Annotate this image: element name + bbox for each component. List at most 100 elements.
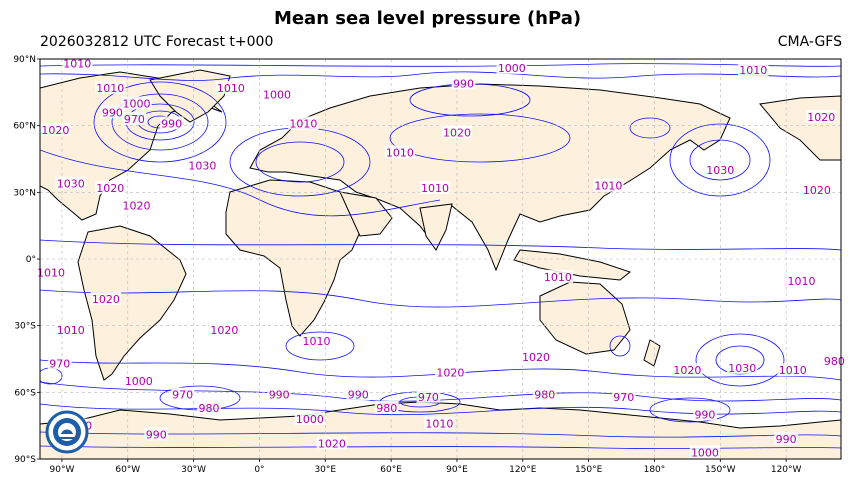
contour-label: 1020 (41, 124, 69, 137)
contour-label-background (774, 432, 799, 445)
x-tick-label: 120°W (771, 465, 802, 475)
contour-label: 1010 (289, 117, 317, 130)
contour-label-background (55, 176, 86, 190)
south-america-land (77, 225, 187, 381)
contour-label-background (47, 356, 72, 370)
contour-label-background (416, 389, 441, 403)
contour-label-background (40, 123, 71, 137)
contour-label: 1020 (318, 437, 346, 450)
contour-label-background (95, 80, 126, 94)
indonesia-land (513, 249, 632, 281)
y-tick-label: 0° (26, 255, 36, 265)
contour-label: 1020 (673, 364, 701, 377)
contour-label-background (294, 412, 326, 425)
contour-label: 990 (776, 433, 797, 446)
eurasia-land (249, 83, 731, 272)
australia-land (539, 281, 631, 355)
contour-label-background (435, 365, 466, 379)
contour-label-background (316, 436, 348, 450)
contour-label-background (593, 178, 624, 192)
contour-label: 980 (534, 389, 555, 402)
x-tick-label: 30°W (181, 465, 206, 475)
contour-label: 1010 (96, 82, 124, 95)
contour-label: 1000 (123, 97, 151, 110)
x-tick-label: 0° (254, 465, 264, 475)
contour-label: 970 (613, 391, 634, 404)
x-tick-label: 90°W (50, 465, 75, 475)
y-tick-label: 90°S (14, 455, 36, 465)
contour-label-background (267, 387, 292, 401)
contour-label-background (261, 87, 293, 101)
contour-label: 1020 (522, 351, 550, 364)
contour-label: 1010 (37, 266, 65, 279)
map-title: Mean sea level pressure (hPa) (273, 8, 582, 29)
y-tick-label: 90°N (13, 55, 36, 65)
latitude-ticks: 90°N 60°N 30°N 0° 30°S 60°S 90°S (13, 55, 40, 465)
contour-label-background (288, 116, 319, 130)
contour-label: 1010 (425, 417, 453, 430)
contour-label-background (384, 145, 416, 159)
contour-label: 970 (418, 391, 439, 404)
contour-label: 1020 (807, 111, 835, 124)
contour-label: 990 (146, 429, 167, 442)
y-tick-label: 30°N (13, 188, 36, 198)
contour-label: 1010 (544, 271, 572, 284)
contour-label: 1020 (803, 184, 831, 197)
greenland-land (149, 69, 231, 123)
contour-label: 1010 (594, 180, 622, 193)
contour-label-background (689, 445, 721, 459)
x-tick-label: 150°W (705, 465, 736, 475)
india-land (419, 203, 453, 251)
contour-label: 1020 (443, 126, 471, 139)
contour-label-background (90, 292, 122, 305)
contour-label-background (35, 265, 67, 279)
contour-label: 1000 (691, 446, 719, 459)
contour-label-background (532, 387, 557, 401)
contour-label-background (801, 183, 833, 197)
contour-label: 1010 (739, 64, 767, 77)
contour-label: 990 (348, 389, 369, 402)
contour-label-background (419, 180, 451, 194)
new-zealand-land (643, 339, 661, 367)
contour-label-background (301, 334, 332, 348)
contour-label: 980 (376, 402, 397, 415)
contour-label: 970 (172, 389, 193, 402)
contour-label: 990 (269, 389, 290, 402)
contour-label: 1030 (728, 362, 756, 375)
arabia-land (339, 191, 393, 237)
contour-label: 1020 (96, 182, 124, 195)
contour-label: 1020 (210, 324, 238, 337)
contour-label: 1010 (303, 335, 331, 348)
contour-label-background (62, 56, 93, 70)
contour-label: 1000 (263, 89, 291, 102)
run-info: 2026032812 UTC Forecast t+000 (40, 34, 274, 50)
contour-label: 1010 (386, 146, 414, 159)
x-tick-label: 120°E (509, 465, 537, 475)
contour-label-background (786, 274, 817, 288)
contour-label-background (209, 323, 240, 337)
contour-label-background (121, 198, 152, 212)
contour-label-background (424, 416, 455, 430)
x-tick-label: 150°E (575, 465, 603, 475)
contour-label-background (611, 389, 636, 403)
contour-label-background (121, 96, 152, 110)
contour-label: 1030 (706, 164, 734, 177)
contour-label-background (215, 80, 247, 94)
contour-label: 980 (824, 355, 845, 368)
contour-label-background (806, 109, 837, 123)
contour-label-background (122, 112, 147, 125)
contour-label-background (777, 363, 808, 377)
contour-label-background (441, 125, 473, 139)
contour-label-background (727, 360, 758, 374)
contour-label: 1020 (436, 366, 464, 379)
contour-label-background (170, 387, 195, 401)
contour-label-background (672, 363, 703, 377)
contour-label: 1010 (779, 364, 807, 377)
contour-label: 1010 (57, 324, 85, 337)
x-tick-label: 90°E (446, 465, 468, 475)
y-tick-label: 60°S (14, 388, 36, 398)
contour-label: 1000 (125, 375, 153, 388)
contour-label-background (496, 60, 528, 74)
contour-label: 990 (694, 409, 715, 422)
